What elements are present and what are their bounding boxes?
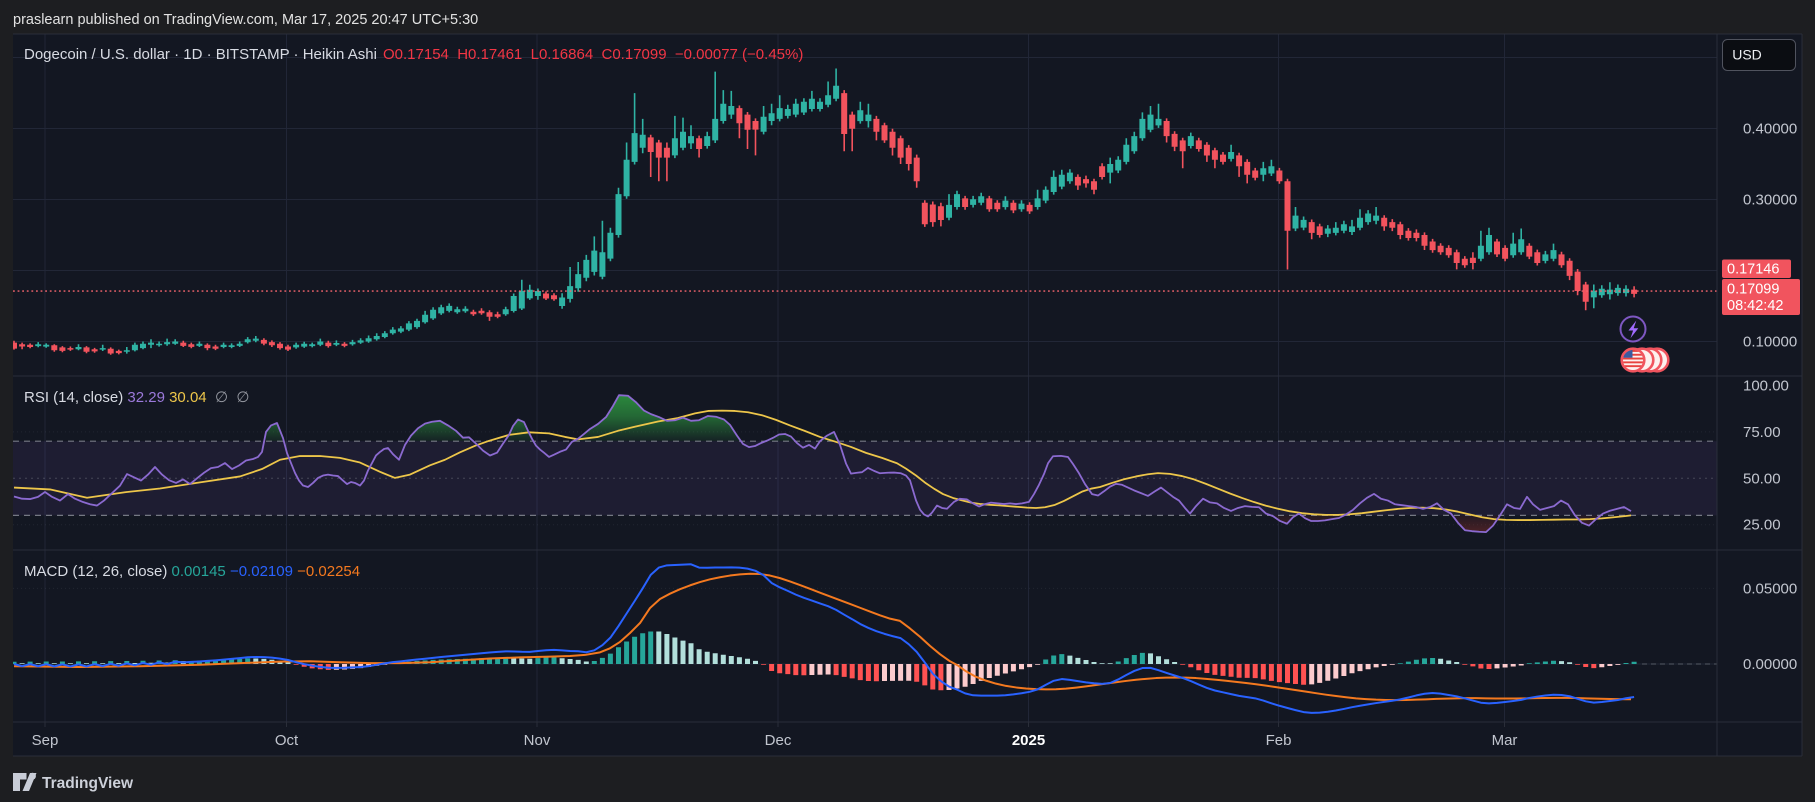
svg-text:Dogecoin / U.S. dollar · 1D ·: Dogecoin / U.S. dollar · 1D · BITSTAMP ·… xyxy=(24,46,377,63)
svg-text:08:42:42: 08:42:42 xyxy=(1727,298,1783,314)
svg-text:Feb: Feb xyxy=(1266,732,1292,749)
svg-text:75.00: 75.00 xyxy=(1743,424,1781,441)
svg-text:100.00: 100.00 xyxy=(1743,378,1789,395)
svg-text:0.17099: 0.17099 xyxy=(1727,282,1779,298)
svg-text:0.10000: 0.10000 xyxy=(1743,334,1797,351)
svg-text:Dec: Dec xyxy=(765,732,792,749)
svg-text:Nov: Nov xyxy=(524,732,551,749)
svg-text:0.30000: 0.30000 xyxy=(1743,192,1797,209)
svg-text:TradingView: TradingView xyxy=(42,775,134,792)
svg-text:2025: 2025 xyxy=(1012,732,1045,749)
svg-text:Sep: Sep xyxy=(32,732,59,749)
svg-text:50.00: 50.00 xyxy=(1743,470,1781,487)
svg-text:USD: USD xyxy=(1732,47,1762,63)
svg-text:RSI (14, close) 32.29 30.04 ∅: RSI (14, close) 32.29 30.04 ∅ ∅ xyxy=(24,389,249,406)
svg-text:O0.17154 H0.17461 L0.16864: O0.17154 H0.17461 L0.16864 C0.17099 −0.0… xyxy=(383,46,803,63)
svg-text:0.05000: 0.05000 xyxy=(1743,580,1797,597)
svg-text:Oct: Oct xyxy=(275,732,299,749)
svg-text:MACD (12, 26, close) 0.00145 −: MACD (12, 26, close) 0.00145 −0.02109 −0… xyxy=(24,563,360,580)
svg-text:praslearn published on Trading: praslearn published on TradingView.com, … xyxy=(13,12,478,28)
svg-text:0.17146: 0.17146 xyxy=(1727,262,1779,278)
svg-text:0.00000: 0.00000 xyxy=(1743,656,1797,673)
svg-text:Mar: Mar xyxy=(1492,732,1518,749)
svg-text:25.00: 25.00 xyxy=(1743,517,1781,534)
svg-text:0.40000: 0.40000 xyxy=(1743,121,1797,138)
